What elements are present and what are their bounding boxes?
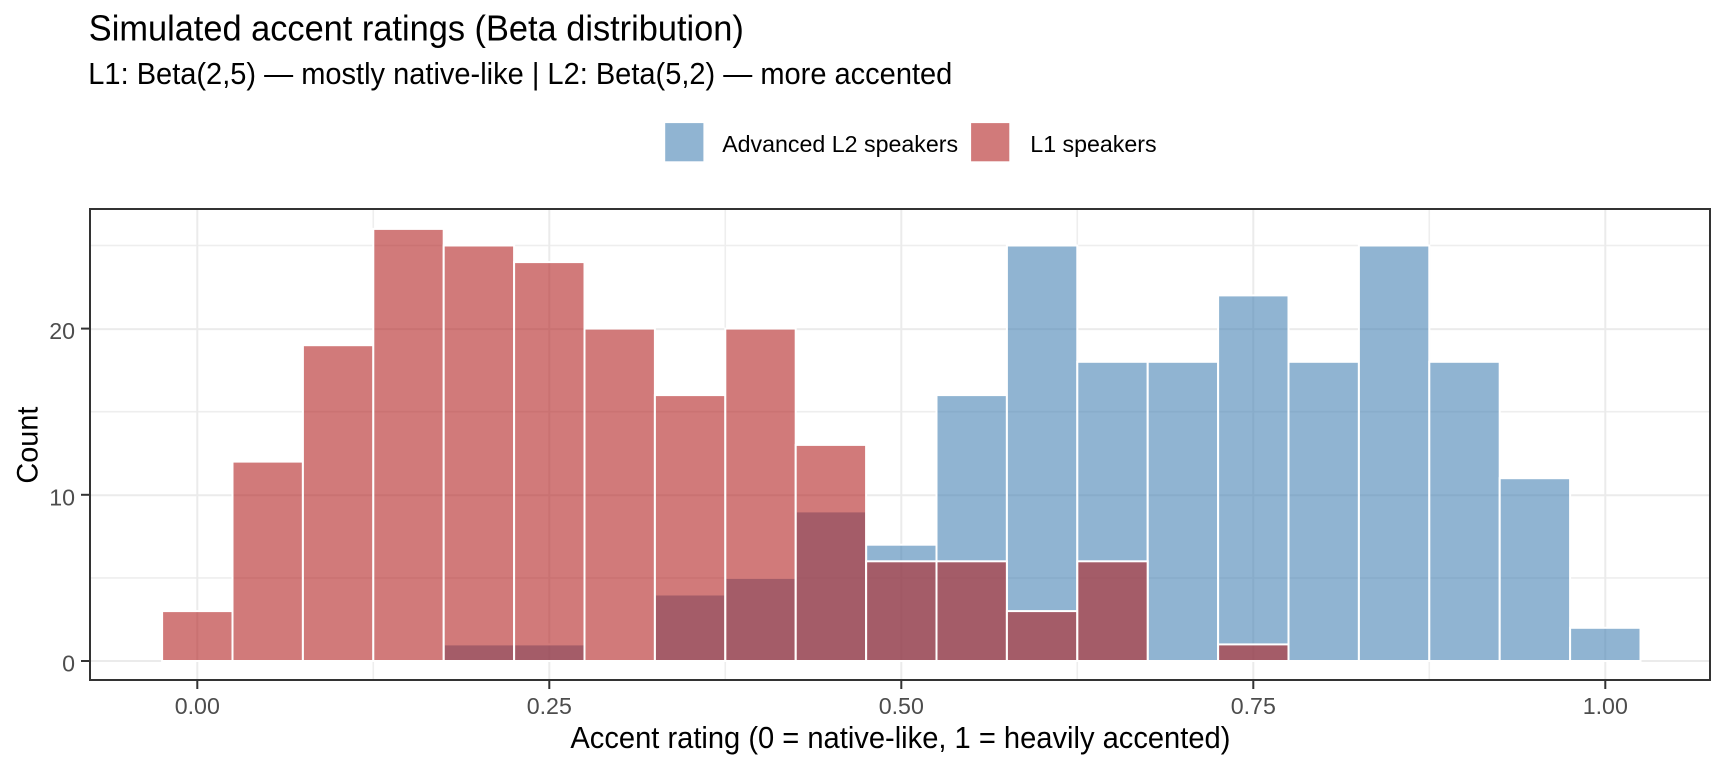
svg-text:Count: Count bbox=[12, 406, 45, 484]
svg-text:Simulated accent ratings (Beta: Simulated accent ratings (Beta distribut… bbox=[89, 8, 744, 49]
svg-text:0: 0 bbox=[62, 651, 75, 677]
svg-text:L1 speakers: L1 speakers bbox=[1030, 131, 1156, 157]
svg-text:Advanced L2 speakers: Advanced L2 speakers bbox=[722, 131, 958, 157]
svg-text:0.50: 0.50 bbox=[879, 693, 924, 719]
svg-text:Accent rating (0 = native-like: Accent rating (0 = native-like, 1 = heav… bbox=[570, 721, 1230, 755]
svg-text:20: 20 bbox=[49, 318, 75, 344]
svg-text:0.25: 0.25 bbox=[527, 693, 572, 719]
svg-text:0.75: 0.75 bbox=[1231, 693, 1276, 719]
svg-text:10: 10 bbox=[49, 484, 75, 510]
svg-text:1.00: 1.00 bbox=[1583, 693, 1628, 719]
svg-text:L1: Beta(2,5) — mostly native-: L1: Beta(2,5) — mostly native-like | L2:… bbox=[88, 57, 952, 91]
svg-text:0.00: 0.00 bbox=[175, 693, 220, 719]
